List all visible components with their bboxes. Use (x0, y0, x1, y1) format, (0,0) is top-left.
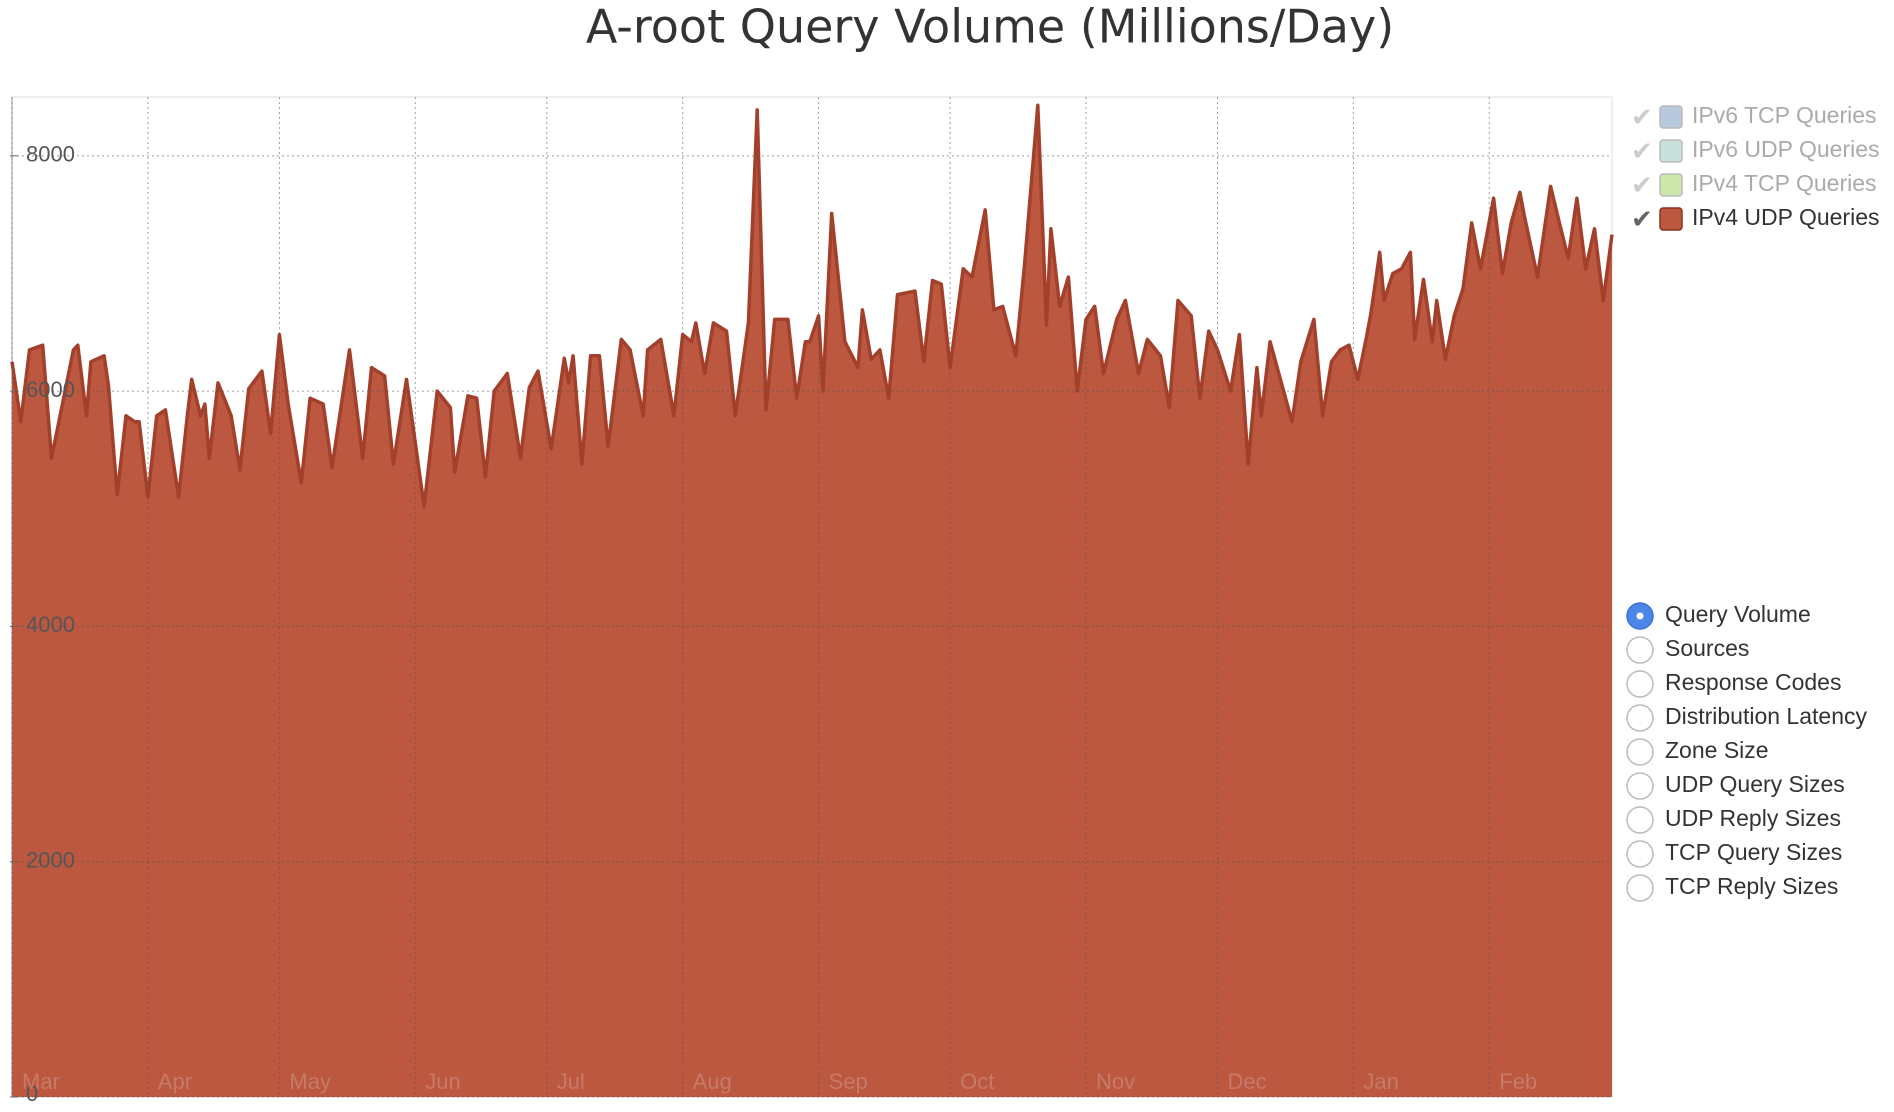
x-tick-label: Jun (425, 1069, 460, 1094)
radio-label[interactable]: UDP Reply Sizes (1665, 805, 1841, 831)
y-tick-label: 2000 (26, 848, 75, 873)
y-tick-label: 8000 (26, 142, 75, 167)
y-tick-label: 6000 (26, 377, 75, 402)
legend-label[interactable]: IPv4 TCP Queries (1692, 170, 1877, 196)
legend-swatch[interactable] (1659, 105, 1683, 129)
legend-label[interactable]: IPv4 UDP Queries (1692, 204, 1879, 230)
radio-button[interactable] (1626, 636, 1654, 664)
legend-label[interactable]: IPv6 UDP Queries (1692, 136, 1879, 162)
x-tick-label: Apr (158, 1069, 192, 1094)
legend-check[interactable]: ✔ (1631, 170, 1653, 200)
y-tick-label: 4000 (26, 612, 75, 637)
legend-swatch[interactable] (1659, 139, 1683, 163)
radio-label[interactable]: Response Codes (1665, 669, 1841, 695)
x-tick-label: May (289, 1069, 331, 1094)
legend-swatch[interactable] (1659, 173, 1683, 197)
radio-button[interactable] (1626, 670, 1654, 698)
x-tick-label: Dec (1227, 1069, 1266, 1094)
legend-check[interactable]: ✔ (1631, 102, 1653, 132)
x-tick-label: Aug (693, 1069, 732, 1094)
x-tick-label: Nov (1096, 1069, 1135, 1094)
x-tick-label: Sep (829, 1069, 868, 1094)
radio-button[interactable] (1626, 704, 1654, 732)
chart-title: A-root Query Volume (Millions/Day) (586, 0, 1394, 54)
legend-label[interactable]: IPv6 TCP Queries (1692, 102, 1877, 128)
radio-label[interactable]: TCP Query Sizes (1665, 839, 1842, 865)
area-outline (10, 103, 1614, 509)
radio-button[interactable] (1626, 806, 1654, 834)
radio-button[interactable] (1626, 772, 1654, 800)
radio-label[interactable]: Sources (1665, 635, 1749, 661)
x-tick-label: Jul (557, 1069, 585, 1094)
legend-swatch[interactable] (1659, 207, 1683, 231)
legend-check[interactable]: ✔ (1631, 204, 1653, 234)
radio-label[interactable]: Query Volume (1665, 601, 1811, 627)
x-tick-label: Mar (22, 1069, 60, 1094)
radio-label[interactable]: Zone Size (1665, 737, 1769, 763)
y-tick-label: 0 (26, 1081, 38, 1106)
radio-dot[interactable] (1636, 612, 1644, 620)
area (12, 105, 1612, 1097)
x-tick-label: Jan (1363, 1069, 1398, 1094)
radio-button[interactable] (1626, 840, 1654, 868)
radio-label[interactable]: Distribution Latency (1665, 703, 1867, 729)
x-tick-label: Feb (1499, 1069, 1537, 1094)
radio-button[interactable] (1626, 874, 1654, 902)
radio-button[interactable] (1626, 738, 1654, 766)
x-tick-label: Oct (960, 1069, 994, 1094)
radio-label[interactable]: UDP Query Sizes (1665, 771, 1845, 797)
legend-check[interactable]: ✔ (1631, 136, 1653, 166)
radio-label[interactable]: TCP Reply Sizes (1665, 873, 1838, 899)
